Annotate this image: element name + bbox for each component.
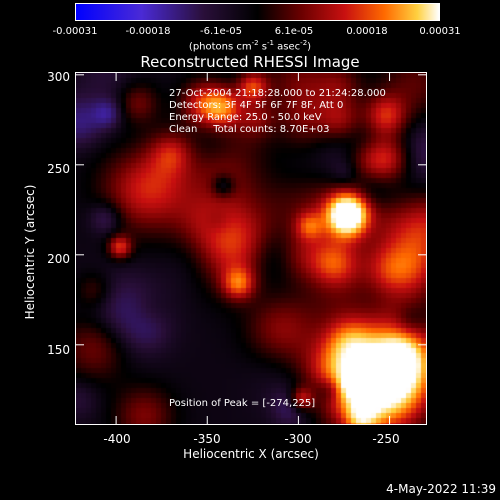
colorbar-tick-label: 0.00031 bbox=[419, 26, 461, 37]
colorbar-tick-label: -6.1e-05 bbox=[200, 26, 242, 37]
info-detectors: Detectors: 3F 4F 5F 6F 7F 8F, Att 0 bbox=[169, 100, 344, 111]
x-axis-label: Heliocentric X (arcsec) bbox=[183, 447, 319, 461]
y-tick-label: 250 bbox=[47, 162, 70, 176]
peak-position-label: Position of Peak = [-274,225] bbox=[169, 398, 316, 409]
plot-title: Reconstructed RHESSI Image bbox=[140, 53, 360, 71]
plot-area: 27-Oct-2004 21:18:28.000 to 21:24:28.000… bbox=[75, 72, 427, 425]
x-tick-label: -300 bbox=[284, 432, 312, 446]
info-energy-range: Energy Range: 25.0 - 50.0 keV bbox=[169, 112, 322, 123]
date-stamp: 4-May-2022 11:39 bbox=[386, 482, 496, 496]
x-tick-label: -250 bbox=[372, 432, 400, 446]
x-tick-label: -350 bbox=[193, 432, 221, 446]
y-axis-label: Heliocentric Y (arcsec) bbox=[23, 184, 37, 320]
colorbar bbox=[75, 3, 440, 21]
y-tick-label: 150 bbox=[47, 343, 70, 357]
colorbar-tick-label: 6.1e-05 bbox=[274, 26, 314, 37]
axis-ticks bbox=[76, 73, 426, 424]
heatmap-image bbox=[76, 73, 426, 424]
colorbar-unit-label: (photons cm-2 s-1 asec-2) bbox=[188, 39, 312, 53]
colorbar-tick-label: -0.00018 bbox=[125, 26, 171, 37]
y-tick-label: 200 bbox=[47, 252, 70, 266]
colorbar-tick-label: 0.00018 bbox=[346, 26, 388, 37]
info-time-range: 27-Oct-2004 21:18:28.000 to 21:24:28.000 bbox=[169, 88, 386, 99]
colorbar-tick-label: -0.00031 bbox=[52, 26, 98, 37]
y-tick-label: 300 bbox=[47, 70, 70, 84]
x-tick-label: -400 bbox=[103, 432, 131, 446]
info-clean-counts: Clean Total counts: 8.70E+03 bbox=[169, 124, 330, 135]
